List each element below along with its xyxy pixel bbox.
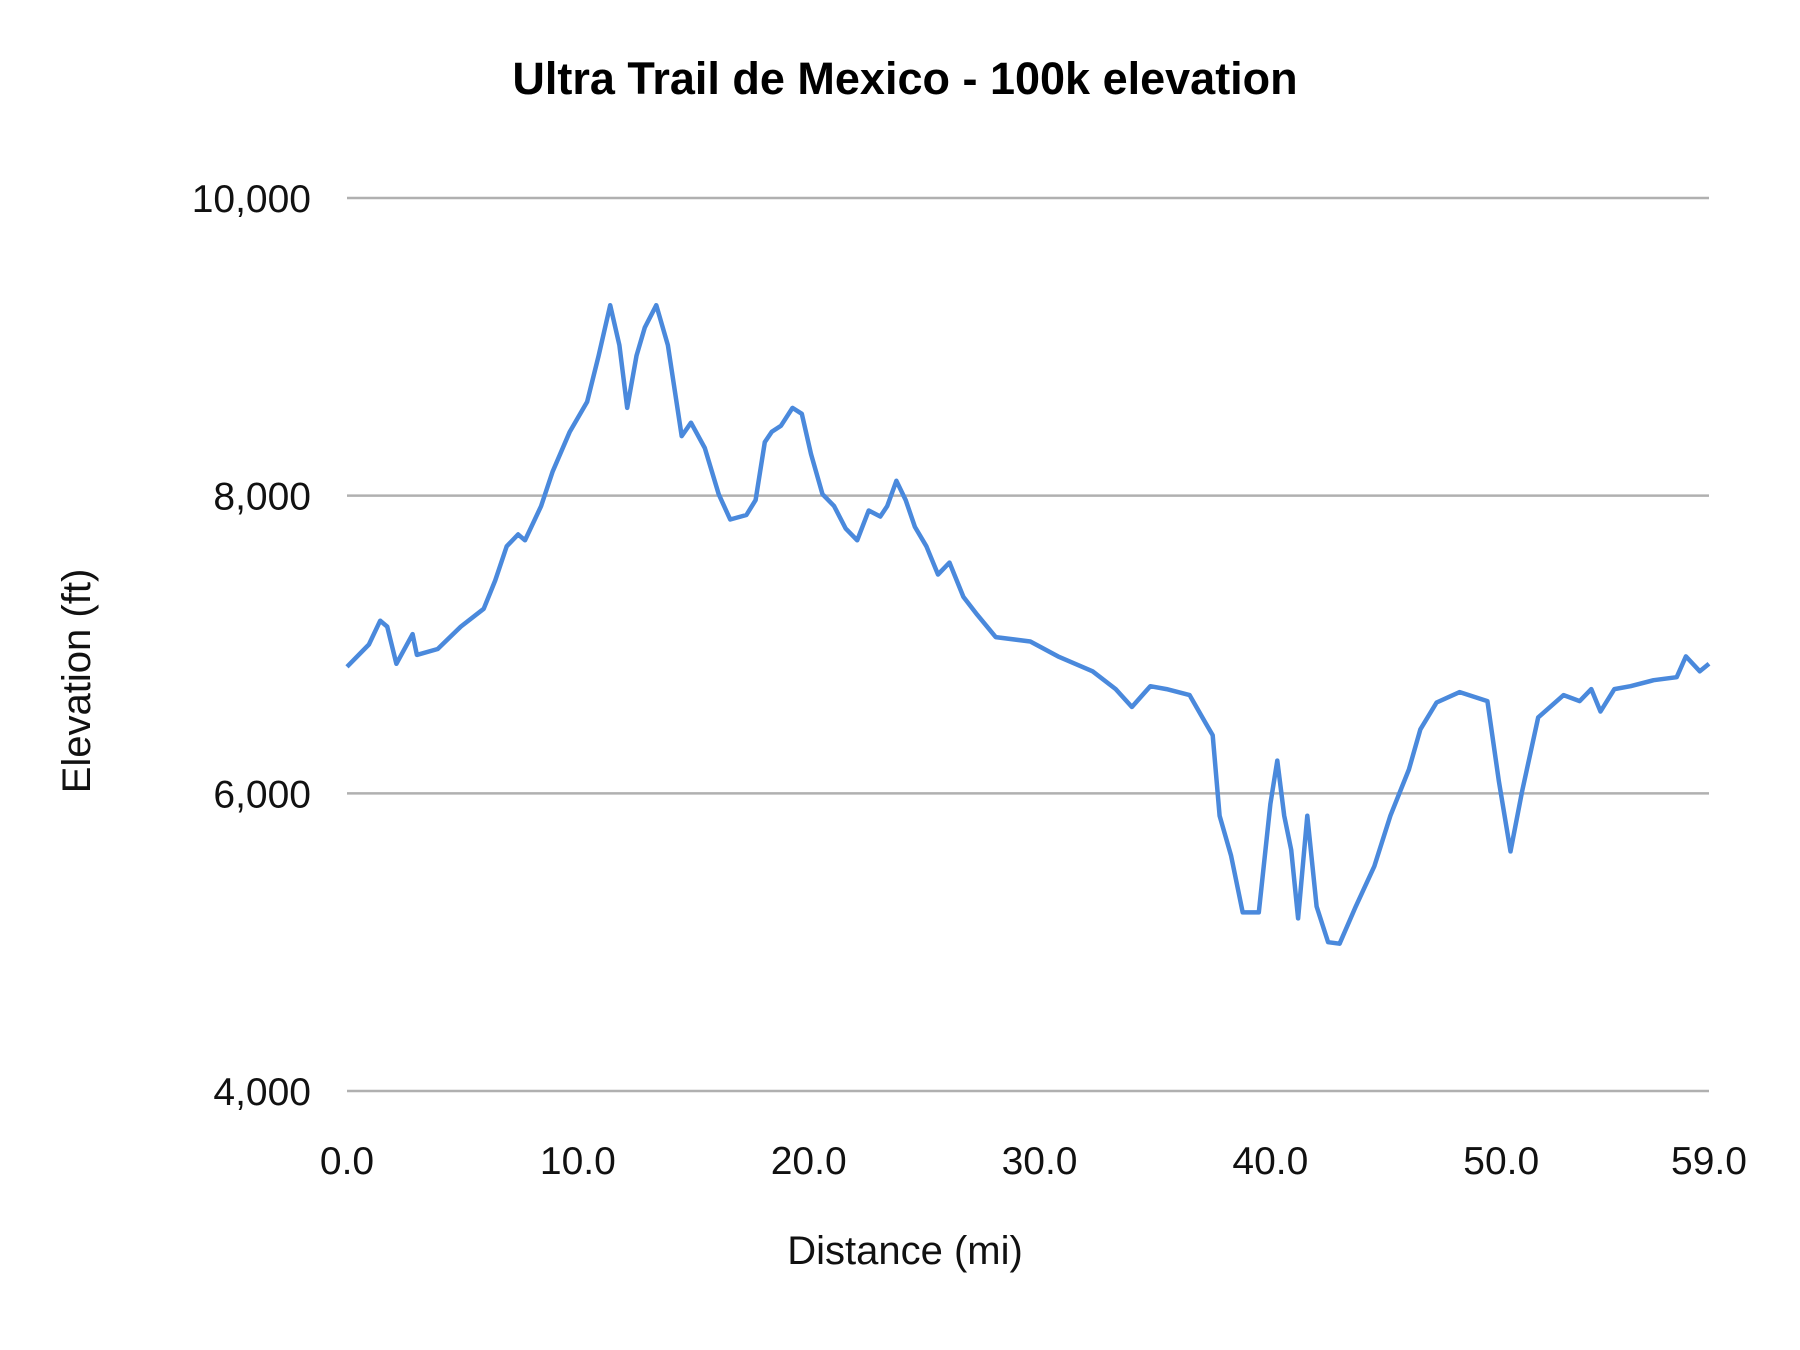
x-tick-label: 50.0 bbox=[1463, 1140, 1539, 1183]
x-tick-label: 59.0 bbox=[1671, 1140, 1747, 1183]
gridlines bbox=[347, 196, 1709, 1093]
x-tick-label: 20.0 bbox=[771, 1140, 847, 1183]
elevation-line bbox=[345, 302, 1711, 946]
y-axis-ticks: 4,000 6,000 8,000 10,000 bbox=[192, 178, 311, 1114]
y-tick-label: 10,000 bbox=[192, 178, 311, 221]
y-tick-label: 6,000 bbox=[213, 773, 311, 816]
y-axis-label: Elevation (ft) bbox=[55, 569, 99, 794]
y-tick-label: 8,000 bbox=[213, 476, 311, 519]
x-axis-label: Distance (mi) bbox=[787, 1229, 1023, 1273]
y-tick-label: 4,000 bbox=[213, 1071, 311, 1114]
x-tick-label: 10.0 bbox=[540, 1140, 616, 1183]
x-tick-label: 30.0 bbox=[1002, 1140, 1078, 1183]
x-tick-label: 40.0 bbox=[1232, 1140, 1308, 1183]
x-axis-ticks: 0.0 10.0 20.0 30.0 40.0 50.0 59.0 bbox=[320, 1140, 1747, 1183]
chart-title: Ultra Trail de Mexico - 100k elevation bbox=[512, 53, 1297, 104]
x-tick-label: 0.0 bbox=[320, 1140, 374, 1183]
